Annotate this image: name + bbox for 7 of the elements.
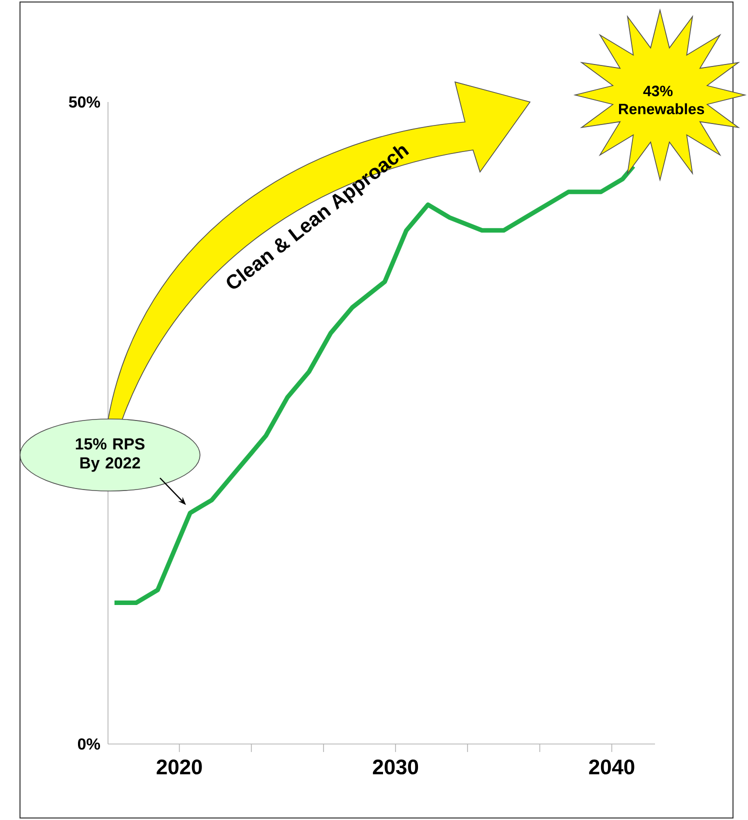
annotation: 15% RPS By 2022 bbox=[76, 438, 144, 472]
x-tick-label: 2040 bbox=[589, 760, 634, 774]
y-tick-label: 0% bbox=[78, 738, 100, 750]
annotation: 43% Renewables bbox=[619, 86, 704, 114]
x-tick-label: 2020 bbox=[156, 760, 202, 774]
y-tick-label: 50% bbox=[68, 96, 100, 108]
x-tick-label: 2030 bbox=[372, 760, 418, 774]
